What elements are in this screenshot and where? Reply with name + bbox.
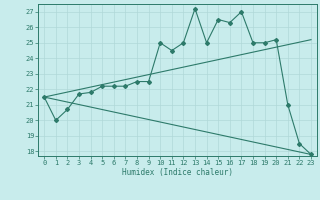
X-axis label: Humidex (Indice chaleur): Humidex (Indice chaleur) <box>122 168 233 177</box>
